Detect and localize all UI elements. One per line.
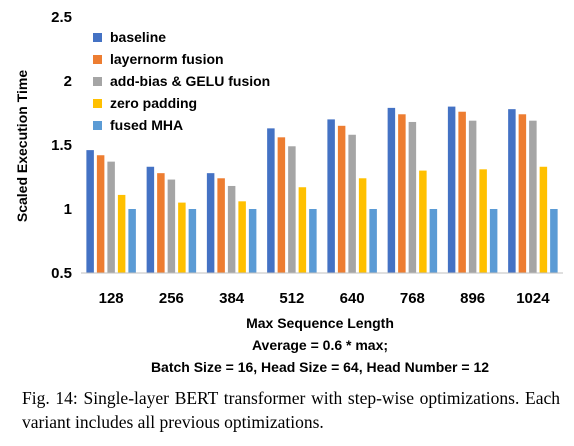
bar <box>539 166 548 273</box>
bar <box>348 134 356 273</box>
legend-swatch <box>93 55 102 64</box>
bar <box>358 178 367 273</box>
figure-caption: Fig. 14: Single-layer BERT transformer w… <box>22 388 560 432</box>
x-tick-label: 768 <box>400 290 425 307</box>
bar <box>288 146 296 273</box>
bar <box>429 209 438 273</box>
x-tick-label: 384 <box>219 290 245 307</box>
legend-label: layernorm fusion <box>110 51 224 67</box>
legend-label: baseline <box>110 29 166 45</box>
bar <box>447 106 456 273</box>
legend-label: fused MHA <box>110 117 183 133</box>
bar <box>178 202 186 273</box>
bar <box>369 209 377 273</box>
bar <box>267 128 275 273</box>
chart-note-config: Batch Size = 16, Head Size = 64, Head Nu… <box>151 359 489 375</box>
bar <box>157 173 165 273</box>
bar <box>479 169 487 273</box>
y-axis-title: Scaled Execution Time <box>14 70 30 222</box>
y-tick-label: 0.5 <box>51 265 72 282</box>
bar <box>408 121 417 274</box>
bar <box>86 150 94 273</box>
bar <box>146 166 155 273</box>
legend-swatch <box>93 121 102 130</box>
bar <box>458 111 466 273</box>
bar <box>529 120 537 274</box>
bar <box>337 125 346 273</box>
bar <box>309 209 317 273</box>
bar <box>419 170 427 273</box>
bar <box>489 209 498 273</box>
x-tick-label: 896 <box>460 290 485 307</box>
x-tick-label: 256 <box>159 290 184 307</box>
x-tick-label: 1024 <box>516 290 550 307</box>
x-tick-label: 512 <box>279 290 304 307</box>
y-tick-label: 2 <box>64 73 72 90</box>
bar <box>107 161 115 273</box>
bar <box>206 173 215 273</box>
legend-swatch <box>93 33 102 42</box>
bar <box>277 137 286 273</box>
y-tick-label: 2.5 <box>51 9 72 26</box>
bar <box>518 114 527 273</box>
bar <box>387 107 396 273</box>
x-tick-label: 128 <box>99 290 124 307</box>
bar <box>398 114 406 273</box>
bar <box>248 209 257 273</box>
y-tick-label: 1 <box>64 201 72 218</box>
bar <box>96 155 105 273</box>
x-tick-label: 640 <box>340 290 365 307</box>
bar <box>128 209 136 273</box>
legend-label: zero padding <box>110 95 197 111</box>
y-tick-label: 1.5 <box>51 137 72 154</box>
bar <box>167 179 176 273</box>
x-axis-title: Max Sequence Length <box>246 315 394 331</box>
bar <box>117 194 126 273</box>
legend-label: add-bias & GELU fusion <box>110 73 270 89</box>
legend-swatch <box>93 77 102 86</box>
bar <box>298 187 307 273</box>
bar <box>217 178 225 273</box>
bar <box>550 209 558 273</box>
bar <box>468 120 477 274</box>
bar <box>508 109 516 273</box>
bar <box>227 185 236 273</box>
bar-chart: Scaled Execution Time 0.5 1 1.5 2 2.5 128 256… <box>14 9 563 375</box>
bar <box>327 119 335 274</box>
legend-swatch <box>93 99 102 108</box>
bar <box>238 201 246 273</box>
bar <box>188 209 197 273</box>
chart-note-average: Average = 0.6 * max; <box>252 337 388 353</box>
